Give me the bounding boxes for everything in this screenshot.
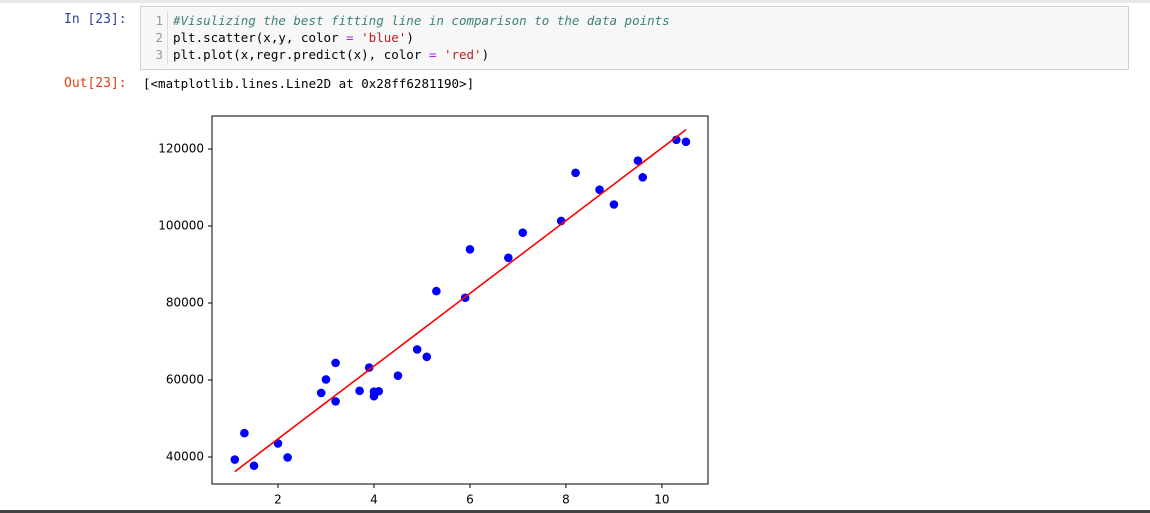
scatter-point <box>355 386 364 396</box>
code-token: = <box>428 47 437 62</box>
scatter-point <box>331 397 340 406</box>
out-prompt: Out[23]: <box>64 76 127 91</box>
scatter-point <box>364 363 374 372</box>
scatter-point <box>331 358 340 368</box>
line-number: 2 <box>155 30 163 45</box>
code-token: plt.plot(x,regr.predict(x), color <box>173 47 429 62</box>
scatter-point <box>283 453 292 462</box>
x-tick-label: 6 <box>466 493 474 507</box>
code-token: = <box>346 30 354 45</box>
code-token: 'blue' <box>361 30 407 45</box>
scatter-point <box>465 245 475 254</box>
scatter-point <box>633 156 643 165</box>
code-token: ) <box>406 30 414 45</box>
code-token: ) <box>481 47 490 62</box>
code-token: 'red' <box>443 47 482 62</box>
x-tick-label: 10 <box>654 493 669 507</box>
code-cell[interactable]: 1 2 3 #Visulizing the best fitting line in … <box>140 6 1129 70</box>
scatter-point <box>412 345 422 354</box>
bottom-border <box>0 510 1150 513</box>
x-tick-label: 2 <box>274 493 282 507</box>
gutter <box>167 11 168 65</box>
scatter-point <box>681 137 691 147</box>
code-line: plt.plot(x,regr.predict(x), color = 'red… <box>173 47 489 62</box>
y-tick-label: 120000 <box>158 141 204 155</box>
x-tick-label: 8 <box>562 493 570 507</box>
scatter-point <box>422 352 432 362</box>
line-number: 3 <box>155 47 163 62</box>
in-prompt: In [23]: <box>64 12 127 27</box>
scatter-point <box>249 461 259 471</box>
line-number: 1 <box>155 13 163 28</box>
x-tick-label: 4 <box>370 493 378 507</box>
scatter-point <box>316 388 326 398</box>
y-tick-label: 80000 <box>166 295 204 309</box>
scatter-point <box>638 173 648 182</box>
scatter-point <box>240 428 249 438</box>
fit-line <box>234 129 687 473</box>
code-token: #Visulizing the best fitting line in com… <box>173 13 670 28</box>
y-tick-label: 40000 <box>166 449 204 463</box>
scatter-point <box>230 455 240 464</box>
plot-frame <box>211 115 709 485</box>
scatter-point <box>393 371 403 381</box>
scatter-point <box>374 386 384 396</box>
scatter-point <box>571 168 580 178</box>
code-line: plt.scatter(x,y, color = 'blue') <box>173 30 414 45</box>
code-token: plt.scatter(x,y, color <box>173 30 347 45</box>
y-tick-label: 100000 <box>158 218 204 232</box>
scatter-point <box>609 200 619 209</box>
toolbar-edge <box>0 0 1150 3</box>
scatter-point <box>518 228 528 237</box>
code-line: #Visulizing the best fitting line in com… <box>173 13 670 28</box>
scatter-point <box>504 253 513 263</box>
scatter-point <box>432 286 441 296</box>
scatter-point <box>595 185 604 194</box>
y-tick-label: 60000 <box>166 372 204 386</box>
output-text: [<matplotlib.lines.Line2D at 0x28ff62811… <box>143 76 475 91</box>
scatter-point <box>321 375 331 384</box>
